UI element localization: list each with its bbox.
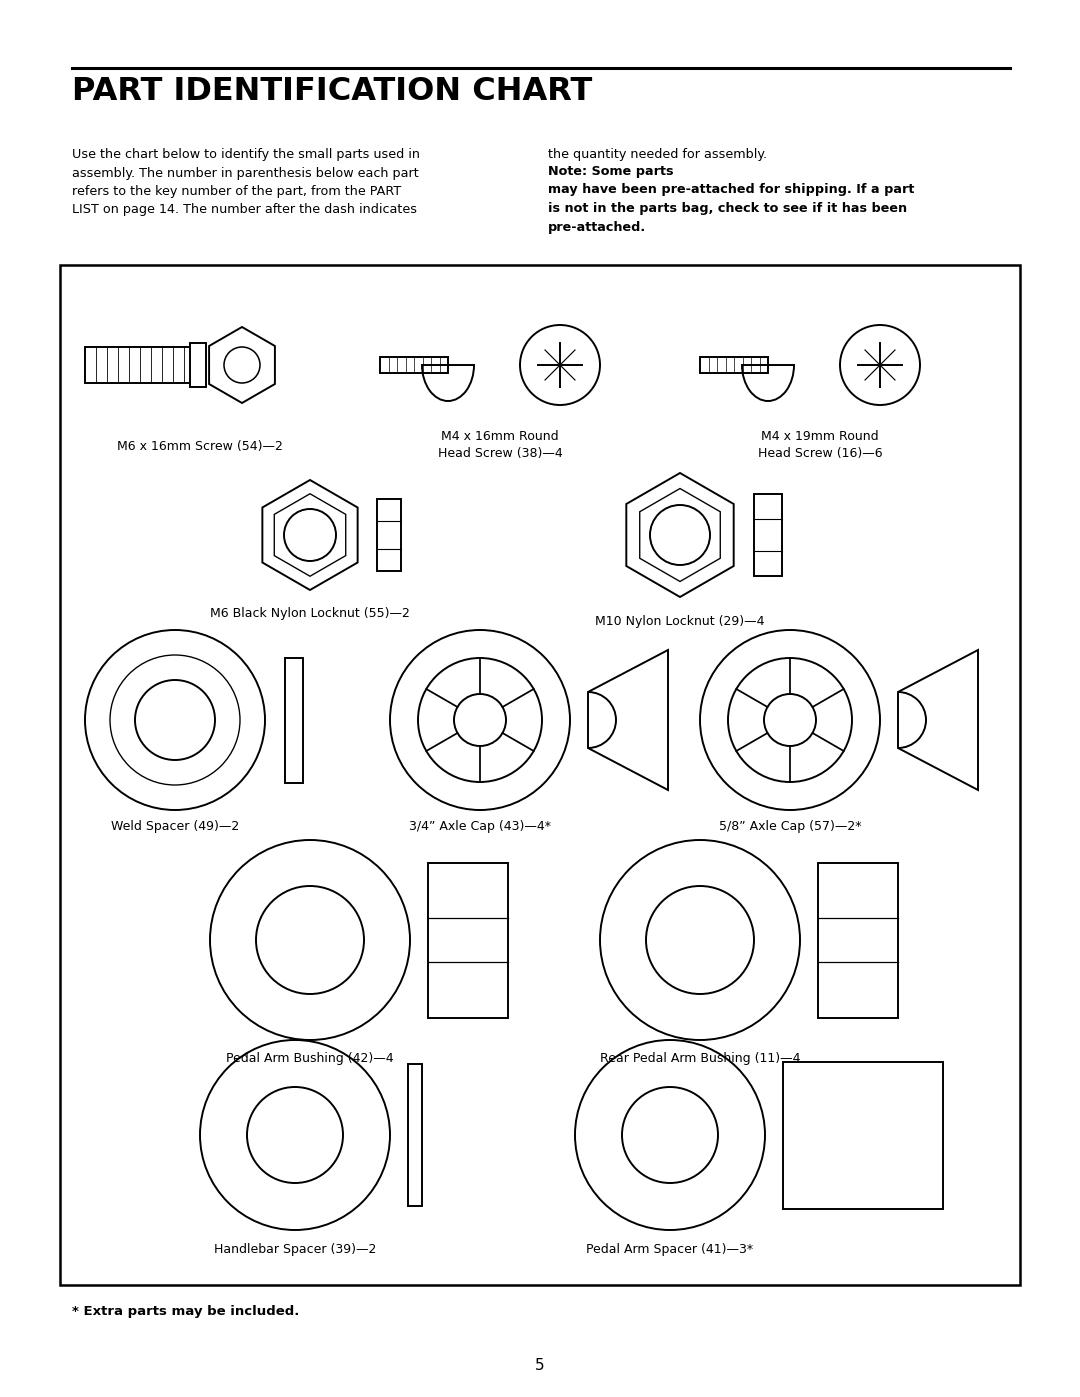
Text: M4 x 19mm Round
Head Screw (16)—6: M4 x 19mm Round Head Screw (16)—6 [758, 430, 882, 460]
Bar [380, 358, 448, 373]
Polygon shape [262, 481, 357, 590]
Bar [754, 495, 782, 576]
Bar [85, 346, 195, 383]
Text: Note: Some parts
may have been pre-attached for shipping. If a part
is not in th: Note: Some parts may have been pre-attac… [548, 165, 915, 233]
Polygon shape [210, 327, 275, 402]
Text: 3/4” Axle Cap (43)—4*: 3/4” Axle Cap (43)—4* [409, 820, 551, 833]
Bar [783, 1062, 943, 1208]
Polygon shape [897, 650, 978, 789]
Bar [190, 344, 206, 387]
Polygon shape [274, 493, 346, 576]
Text: * Extra parts may be included.: * Extra parts may be included. [72, 1305, 299, 1317]
Bar [285, 658, 303, 782]
Text: M6 x 16mm Screw (54)—2: M6 x 16mm Screw (54)—2 [117, 440, 283, 453]
Text: 5: 5 [536, 1358, 544, 1373]
Bar [408, 1065, 422, 1206]
Polygon shape [639, 489, 720, 581]
Bar [700, 358, 768, 373]
Text: M6 Black Nylon Locknut (55)—2: M6 Black Nylon Locknut (55)—2 [211, 608, 410, 620]
Bar [60, 265, 1020, 1285]
Text: 5/8” Axle Cap (57)—2*: 5/8” Axle Cap (57)—2* [719, 820, 861, 833]
Bar [428, 863, 508, 1018]
Polygon shape [588, 650, 669, 789]
Text: Pedal Arm Bushing (42)—4: Pedal Arm Bushing (42)—4 [226, 1052, 394, 1065]
Text: PART IDENTIFICATION CHART: PART IDENTIFICATION CHART [72, 75, 592, 108]
Text: Use the chart below to identify the small parts used in
assembly. The number in : Use the chart below to identify the smal… [72, 148, 420, 217]
Text: the quantity needed for assembly.: the quantity needed for assembly. [548, 148, 771, 161]
Text: M4 x 16mm Round
Head Screw (38)—4: M4 x 16mm Round Head Screw (38)—4 [437, 430, 563, 460]
Text: Handlebar Spacer (39)—2: Handlebar Spacer (39)—2 [214, 1243, 376, 1256]
Bar [818, 863, 897, 1018]
Text: Weld Spacer (49)—2: Weld Spacer (49)—2 [111, 820, 239, 833]
Text: Rear Pedal Arm Bushing (11)—4: Rear Pedal Arm Bushing (11)—4 [599, 1052, 800, 1065]
Text: M10 Nylon Locknut (29)—4: M10 Nylon Locknut (29)—4 [595, 615, 765, 629]
Polygon shape [626, 474, 733, 597]
Bar [377, 499, 401, 571]
Text: Pedal Arm Spacer (41)—3*: Pedal Arm Spacer (41)—3* [586, 1243, 754, 1256]
